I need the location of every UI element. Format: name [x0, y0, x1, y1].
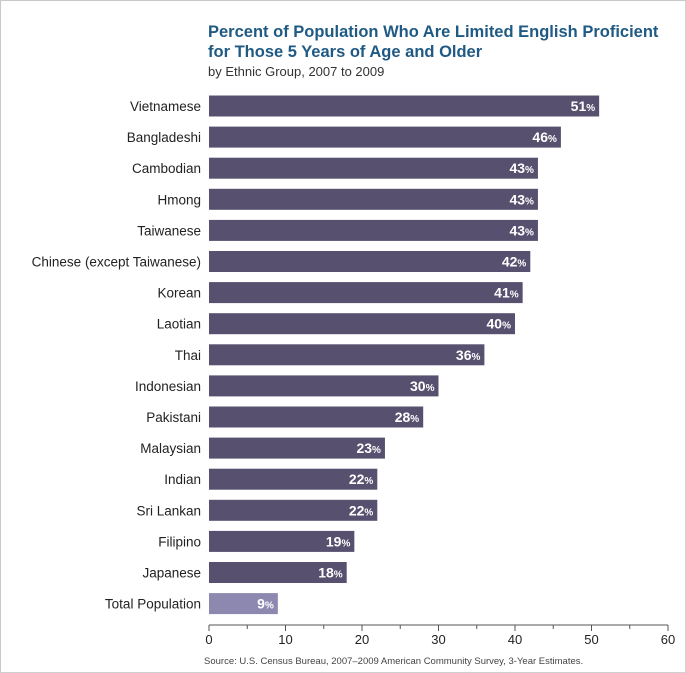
category-label: Taiwanese — [137, 223, 201, 238]
value-label: 23% — [356, 440, 381, 456]
bar — [209, 375, 439, 397]
category-label: Malaysian — [140, 441, 201, 456]
value-label: 22% — [349, 471, 374, 487]
x-tick-label: 20 — [355, 632, 369, 647]
bar — [209, 593, 278, 615]
bar — [209, 437, 385, 459]
bar — [209, 157, 538, 179]
category-label: Laotian — [157, 317, 201, 332]
category-label: Total Population — [105, 597, 201, 612]
category-label: Bangladeshi — [127, 130, 201, 145]
bar — [209, 282, 523, 304]
category-label: Hmong — [157, 192, 201, 207]
category-label: Chinese (except Taiwanese) — [32, 255, 201, 270]
value-label: 51% — [571, 98, 596, 114]
x-tick-label: 30 — [431, 632, 445, 647]
value-label: 9% — [257, 596, 274, 612]
x-axis: 0 10 20 30 40 50 60 — [205, 624, 675, 647]
value-label: 36% — [456, 347, 481, 363]
x-tick-label: 50 — [584, 632, 598, 647]
category-label: Vietnamese — [130, 99, 201, 114]
bar — [209, 126, 561, 148]
value-label: 18% — [318, 565, 343, 581]
value-label: 28% — [395, 409, 420, 425]
category-label: Cambodian — [132, 161, 201, 176]
bar — [209, 95, 600, 117]
chart-subtitle: by Ethnic Group, 2007 to 2009 — [208, 64, 385, 79]
value-label: 22% — [349, 502, 374, 518]
x-tick-label: 0 — [205, 632, 212, 647]
bar — [209, 406, 424, 428]
source-note: Source: U.S. Census Bureau, 2007–2009 Am… — [204, 656, 584, 667]
chart-title: Percent of Population Who Are Limited En… — [208, 23, 659, 61]
x-tick-label: 60 — [661, 632, 675, 647]
bar — [209, 188, 538, 210]
value-label: 41% — [494, 285, 519, 301]
category-label: Indonesian — [135, 379, 201, 394]
bar — [209, 313, 515, 335]
category-label: Japanese — [142, 566, 201, 581]
value-label: 42% — [502, 254, 527, 270]
category-label: Indian — [164, 472, 201, 487]
x-tick-label: 10 — [278, 632, 292, 647]
bars-group: Vietnamese 51% Bangladeshi 46% Cambodian 43% H… — [32, 95, 600, 615]
bar — [209, 468, 378, 490]
bar — [209, 219, 538, 241]
value-label: 30% — [410, 378, 435, 394]
bar — [209, 344, 485, 366]
category-label: Thai — [175, 348, 201, 363]
value-label: 46% — [532, 129, 557, 145]
bar — [209, 530, 355, 552]
value-label: 19% — [326, 533, 351, 549]
category-label: Korean — [157, 286, 201, 301]
value-label: 43% — [509, 222, 534, 238]
value-label: 43% — [509, 160, 534, 176]
x-tick-label: 40 — [508, 632, 522, 647]
category-label: Sri Lankan — [136, 503, 201, 518]
category-label: Filipino — [158, 534, 201, 549]
value-label: 43% — [509, 191, 534, 207]
value-label: 40% — [487, 316, 512, 332]
bar — [209, 499, 378, 521]
bar — [209, 562, 347, 583]
bar — [209, 251, 531, 272]
category-label: Pakistani — [146, 410, 201, 425]
